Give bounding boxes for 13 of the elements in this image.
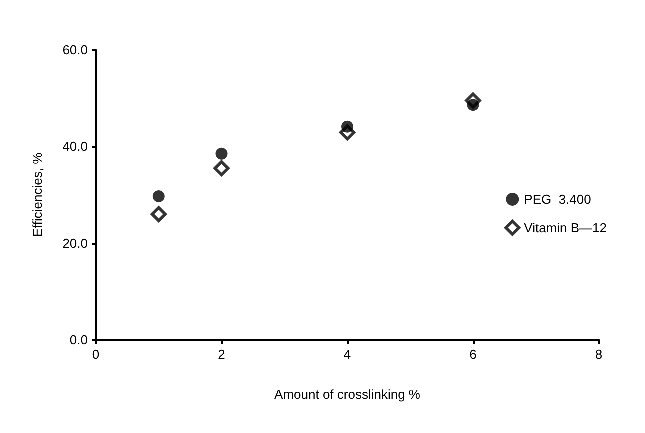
y-tick-label: 20.0: [62, 236, 88, 251]
y-tick-label: 60.0: [62, 42, 88, 58]
y-tick-label: 40.0: [62, 139, 88, 154]
legend-label: Vitamin B—12: [524, 220, 608, 236]
y-axis-title: Efficiencies, %: [30, 152, 45, 238]
x-tick-label: 0: [92, 347, 100, 362]
y-tick-label: 0.0: [70, 332, 88, 348]
x-tick-label: 6: [470, 347, 477, 362]
x-axis-title: Amount of crosslinking %: [274, 387, 421, 402]
x-tick-label: 8: [595, 347, 603, 362]
x-tick-label: 4: [344, 347, 352, 362]
x-tick-label: 2: [218, 347, 226, 362]
legend-label: PEG 3.400: [524, 192, 592, 207]
